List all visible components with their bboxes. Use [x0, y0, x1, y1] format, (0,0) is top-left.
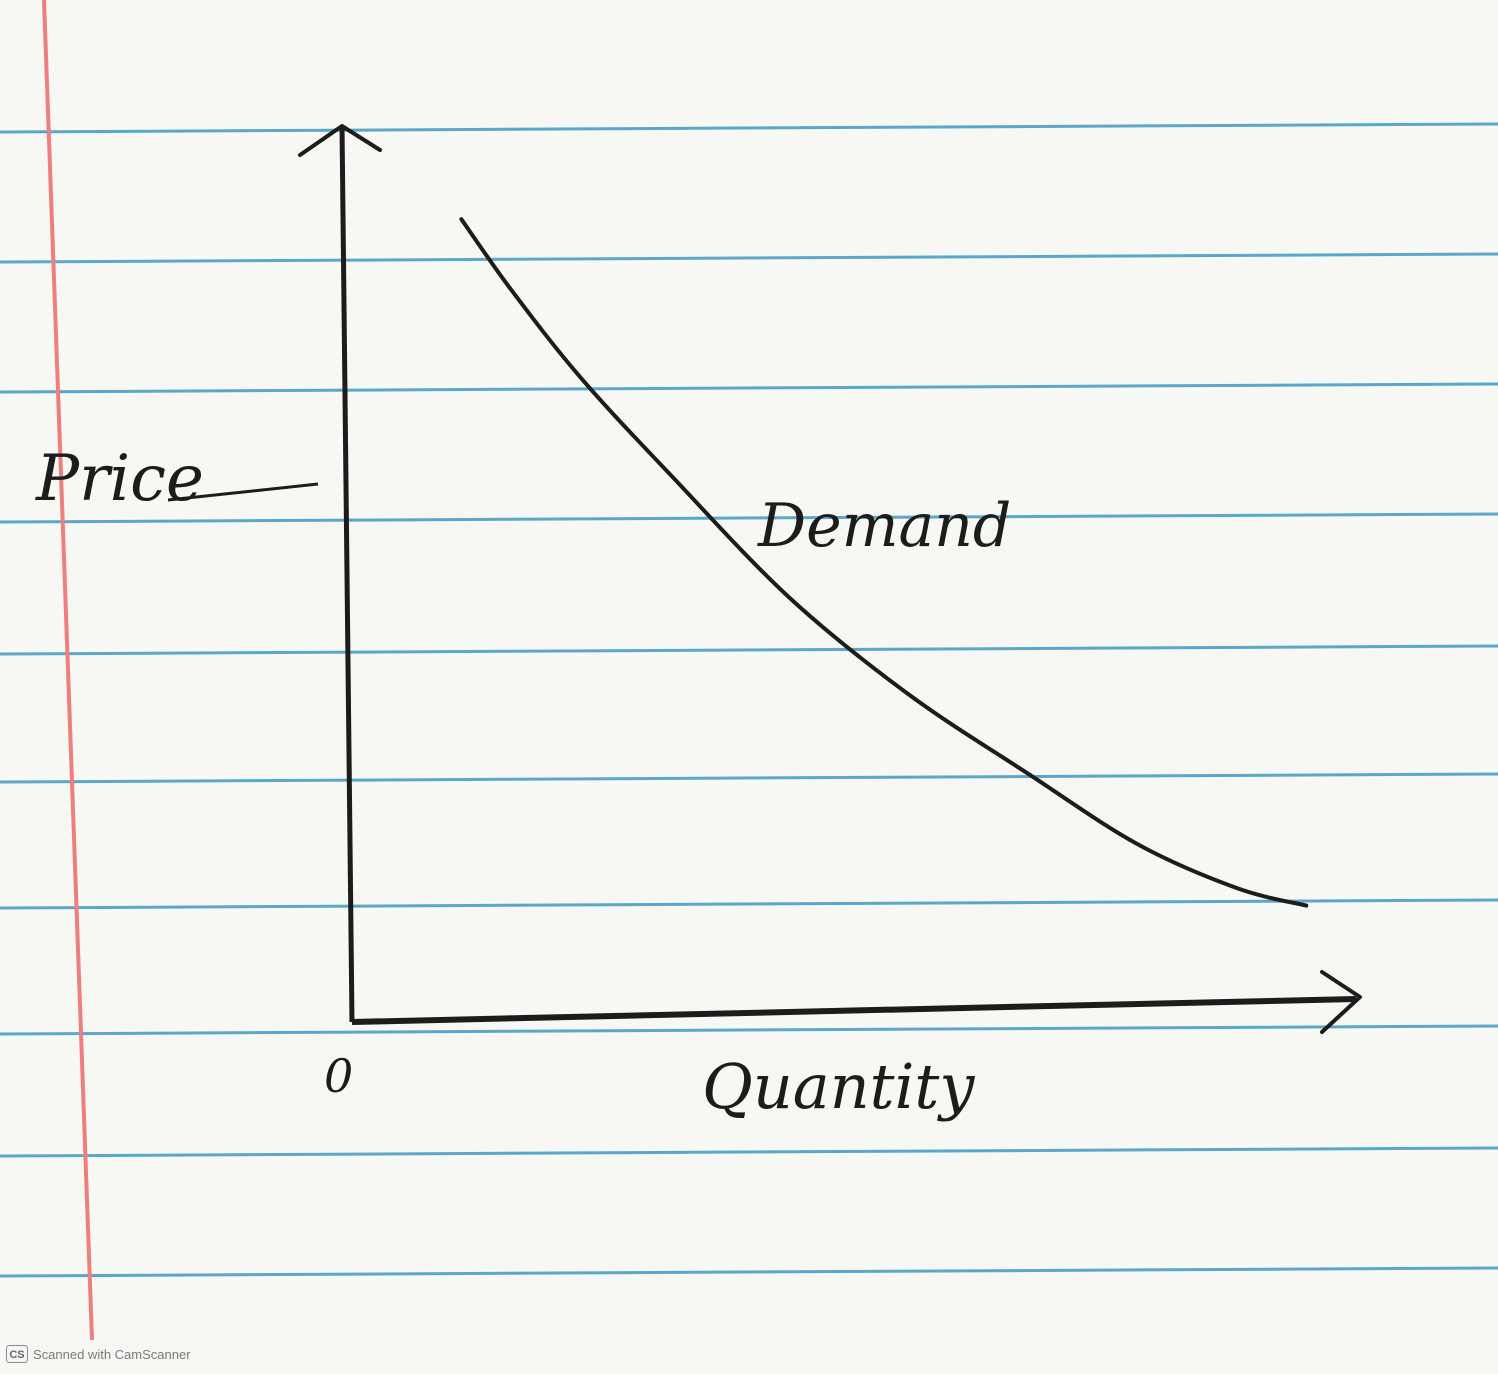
watermark-text: Scanned with CamScanner	[33, 1346, 191, 1362]
ruled-line	[0, 512, 1498, 524]
ruled-line	[0, 1146, 1498, 1158]
y-axis	[339, 125, 355, 1023]
y-axis-label: Price	[35, 442, 204, 516]
ruled-line	[0, 382, 1498, 394]
series-label-demand: Demand	[757, 491, 1011, 561]
scanner-watermark: CS Scanned with CamScanner	[6, 1345, 191, 1363]
x-axis	[351, 996, 1357, 1025]
y-axis-arrowhead	[298, 124, 382, 157]
ruled-line	[0, 898, 1498, 910]
ruled-lines	[0, 122, 1498, 1278]
chart: Price Quantity 0 Demand	[35, 124, 1362, 1123]
y-axis-label-underline	[167, 482, 319, 502]
series-layer	[459, 217, 1309, 908]
ruled-line	[0, 1024, 1498, 1036]
series-line-demand	[459, 217, 1309, 908]
chart-axes	[298, 124, 1362, 1034]
margin-line	[42, 0, 94, 1341]
ruled-line	[0, 122, 1498, 134]
x-axis-arrowhead	[1320, 970, 1362, 1034]
ruled-line	[0, 644, 1498, 656]
ruled-line	[0, 252, 1498, 264]
ruled-line	[0, 772, 1498, 784]
camscanner-logo-icon: CS	[6, 1345, 28, 1363]
ruled-line	[0, 1266, 1498, 1278]
x-axis-label: Quantity	[702, 1050, 975, 1123]
origin-label: 0	[324, 1049, 353, 1103]
